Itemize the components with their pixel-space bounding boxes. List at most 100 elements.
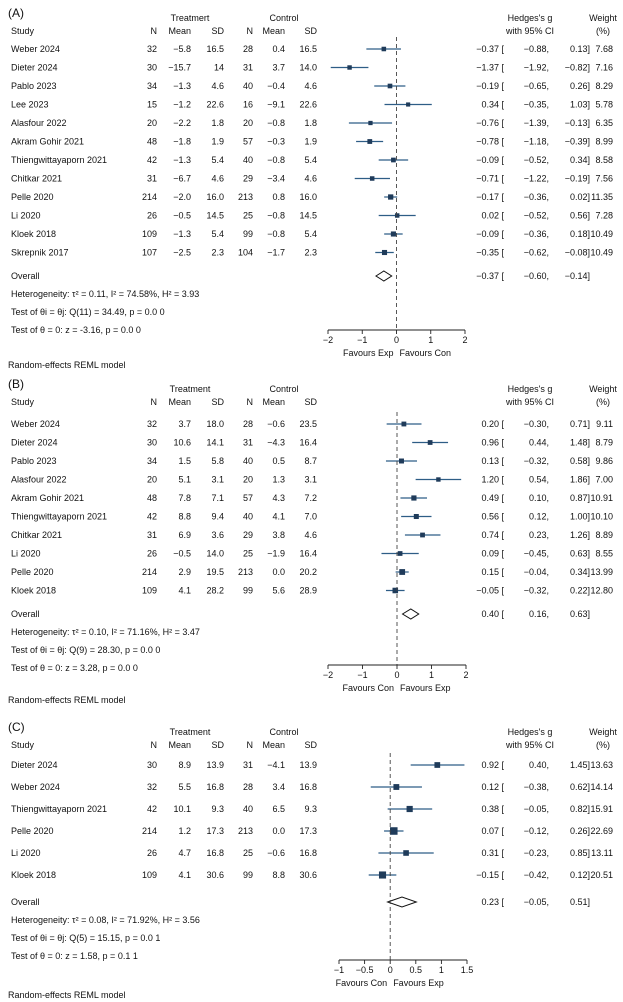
sd-treatment: 16.8 [206,782,224,792]
n-control: 31 [243,63,253,73]
n-control: 31 [243,760,253,770]
n-treatment: 20 [147,475,157,485]
effect-ci-header: with 95% CI [505,397,554,407]
weight-value: 7.16 [595,63,613,73]
ci-upper: −0.39] [565,137,590,147]
ci-lower: −0.45, [524,549,549,559]
n-treatment: 30 [147,63,157,73]
weight-unit-header: (%) [596,26,610,36]
stats-line: Test of θ = 0: z = 3.28, p = 0.0 0 [11,663,138,673]
study-name: Skrepnik 2017 [11,248,69,258]
mean-control: −0.8 [267,229,285,239]
mean-treatment: −0.5 [173,549,191,559]
weight-value: 12.80 [590,586,613,596]
study-name: Pablo 2023 [11,456,57,466]
ci-lower: −0.52, [524,155,549,165]
effect-marker [411,495,417,501]
n-treatment: 42 [147,155,157,165]
sd-treatment: 4.6 [211,174,224,184]
stats-line: Test of θi = θj: Q(9) = 28.30, p = 0.0 0 [11,645,160,655]
sd-treatment: 5.4 [211,155,224,165]
mean-treatment: 5.1 [178,475,191,485]
effect-size: −0.76 [ [476,118,504,128]
effect-size: 0.12 [ [481,782,504,792]
ci-lower: 0.54, [529,475,549,485]
weight-value: 5.78 [595,100,613,110]
n-treatment-header: N [151,26,158,36]
n-treatment: 15 [147,100,157,110]
weight-value: 8.55 [595,549,613,559]
sd-treatment: 14.5 [206,211,224,221]
weight-header: Weight [589,384,617,394]
sd-treatment: 14 [214,63,224,73]
effect-size: −0.05 [ [476,586,504,596]
weight-value: 8.79 [595,438,613,448]
n-control: 40 [243,512,253,522]
panel-label: (C) [8,720,25,734]
weight-value: 22.69 [590,826,613,836]
study-row: Dieter 2024 30 10.6 14.1 31 −4.3 16.4 0.96 [0.4… [11,438,613,448]
n-treatment: 214 [142,567,157,577]
effect-size: 0.15 [ [481,567,504,577]
overall-row: Overall −0.37 [−0.60, −0.14] [11,270,590,282]
weight-value: 10.91 [590,493,613,503]
sd-control: 7.2 [304,493,317,503]
n-control: 99 [243,586,253,596]
sd-treatment: 28.2 [206,586,224,596]
ci-lower: −0.62, [524,248,549,258]
effect-size: −0.37 [ [476,44,504,54]
effect-size: 0.56 [ [481,512,504,522]
study-row: Dieter 2024 30 8.9 13.9 31 −4.1 13.9 0.92 [0.40… [11,760,613,770]
favours-left-label: Favours Con [336,978,388,988]
n-control: 213 [238,192,253,202]
ci-upper: 0.87] [570,493,590,503]
n-control: 29 [243,530,253,540]
effect-size: 0.34 [ [481,100,504,110]
study-row: Chitkar 2021 31 6.9 3.6 29 3.8 4.6 0.74 [0.23, 1… [11,530,613,540]
sd-control-header: SD [304,26,317,36]
effect-marker [392,587,399,594]
x-tick-label: 2 [462,335,467,345]
sd-treatment: 5.4 [211,229,224,239]
ci-upper: 0.22] [570,586,590,596]
sd-treatment: 16.8 [206,848,224,858]
mean-control: −0.6 [267,419,285,429]
study-row: Thiengwittayaporn 2021 42 −1.3 5.4 40 −0.8 5.4… [11,155,613,165]
sd-control: 30.6 [299,870,317,880]
ci-upper: −0.08] [565,248,590,258]
sd-control: 1.8 [304,118,317,128]
n-control: 40 [243,804,253,814]
sd-treatment: 5.8 [211,456,224,466]
overall-ci-lower: 0.16, [529,609,549,619]
x-tick-label: 1 [439,965,444,975]
effect-marker [391,157,396,163]
n-control: 40 [243,81,253,91]
sd-control: 1.9 [304,137,317,147]
n-control: 28 [243,782,253,792]
weight-value: 14.14 [590,782,613,792]
overall-ci-upper: −0.14] [565,271,590,281]
effect-marker [434,762,441,768]
study-name: Lee 2023 [11,100,49,110]
n-control: 20 [243,475,253,485]
mean-control: −9.1 [267,100,285,110]
sd-control: 4.6 [304,174,317,184]
ci-upper: 0.34] [570,567,590,577]
effect-size: 0.02 [ [481,211,504,221]
n-control: 40 [243,456,253,466]
sd-control: 4.6 [304,81,317,91]
forest-panel-a: (A) Treatmert Control Hedges's g Weight Study… [8,6,617,370]
study-name: Li 2020 [11,211,41,221]
study-row: Pablo 2023 34 −1.3 4.6 40 −0.4 4.6 −0.19 [−0.65… [11,81,613,91]
ci-upper: 1.26] [570,530,590,540]
effect-size: 0.49 [ [481,493,504,503]
weight-value: 7.56 [595,174,613,184]
sd-control: 9.3 [304,804,317,814]
ci-lower: −1.92, [524,63,549,73]
n-treatment: 26 [147,549,157,559]
study-name: Alasfour 2022 [11,475,67,485]
n-control: 31 [243,438,253,448]
x-tick-label: 0 [394,335,399,345]
mean-control: 5.6 [272,586,285,596]
study-name: Kloek 2018 [11,586,56,596]
